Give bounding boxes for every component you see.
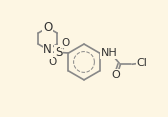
Text: S: S (55, 46, 62, 59)
Text: O: O (43, 21, 52, 34)
Text: O: O (48, 57, 56, 67)
Text: O: O (61, 38, 69, 48)
Text: N: N (43, 43, 52, 56)
Text: Cl: Cl (137, 58, 148, 68)
Text: N: N (43, 45, 52, 58)
Text: NH: NH (101, 48, 118, 58)
Text: O: O (111, 70, 120, 80)
